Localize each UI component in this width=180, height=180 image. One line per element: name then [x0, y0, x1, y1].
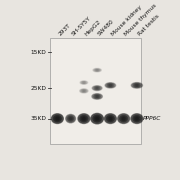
Ellipse shape — [96, 118, 98, 120]
Ellipse shape — [82, 117, 86, 120]
Text: PPP6C: PPP6C — [143, 116, 161, 121]
Ellipse shape — [92, 94, 102, 99]
Ellipse shape — [94, 116, 101, 122]
Ellipse shape — [136, 85, 138, 86]
Ellipse shape — [93, 94, 101, 98]
Ellipse shape — [94, 95, 100, 98]
Ellipse shape — [131, 83, 143, 88]
Ellipse shape — [67, 116, 74, 122]
Ellipse shape — [66, 114, 76, 123]
Ellipse shape — [93, 68, 101, 72]
Text: 293T: 293T — [57, 23, 71, 37]
Ellipse shape — [132, 115, 141, 122]
Ellipse shape — [56, 118, 59, 120]
Ellipse shape — [83, 82, 85, 83]
Ellipse shape — [95, 117, 99, 120]
Text: Mouse kidney: Mouse kidney — [110, 4, 143, 37]
Ellipse shape — [92, 115, 102, 123]
Ellipse shape — [109, 84, 112, 86]
Ellipse shape — [94, 87, 100, 89]
FancyBboxPatch shape — [50, 38, 141, 144]
Ellipse shape — [51, 114, 63, 123]
Ellipse shape — [95, 95, 99, 97]
Ellipse shape — [81, 89, 87, 93]
Ellipse shape — [135, 117, 139, 120]
Text: 35KD: 35KD — [30, 116, 46, 121]
Ellipse shape — [109, 118, 111, 120]
Ellipse shape — [105, 83, 116, 88]
Ellipse shape — [82, 82, 86, 84]
Ellipse shape — [78, 114, 90, 123]
Ellipse shape — [94, 69, 100, 71]
Ellipse shape — [106, 83, 114, 87]
Ellipse shape — [133, 83, 141, 87]
Text: 15KD: 15KD — [30, 50, 46, 55]
Ellipse shape — [82, 90, 86, 92]
Text: HepG2: HepG2 — [84, 19, 102, 37]
Ellipse shape — [107, 84, 113, 87]
Ellipse shape — [96, 96, 98, 97]
Ellipse shape — [53, 115, 62, 122]
Ellipse shape — [82, 90, 85, 92]
Ellipse shape — [119, 115, 128, 122]
Ellipse shape — [91, 113, 103, 124]
Ellipse shape — [83, 118, 85, 120]
Text: 25KD: 25KD — [30, 86, 46, 91]
Ellipse shape — [104, 114, 116, 123]
Ellipse shape — [96, 88, 98, 89]
Ellipse shape — [108, 117, 112, 120]
Ellipse shape — [95, 87, 99, 89]
Ellipse shape — [136, 118, 138, 120]
Text: Mouse thymus: Mouse thymus — [124, 3, 158, 37]
Ellipse shape — [109, 85, 111, 86]
Ellipse shape — [95, 69, 99, 71]
Text: SW480: SW480 — [97, 19, 115, 37]
Ellipse shape — [123, 118, 125, 120]
Text: SH-SY5Y: SH-SY5Y — [71, 16, 92, 37]
Ellipse shape — [80, 81, 88, 84]
Ellipse shape — [106, 115, 115, 122]
Ellipse shape — [80, 89, 88, 93]
Ellipse shape — [134, 116, 140, 121]
Ellipse shape — [120, 116, 127, 121]
Ellipse shape — [81, 81, 87, 84]
Ellipse shape — [83, 82, 85, 83]
Ellipse shape — [79, 115, 88, 122]
Ellipse shape — [81, 116, 87, 121]
Ellipse shape — [92, 86, 102, 91]
Ellipse shape — [122, 117, 126, 120]
Text: Rat testis: Rat testis — [137, 14, 160, 37]
Ellipse shape — [118, 114, 130, 123]
Ellipse shape — [131, 114, 143, 123]
Ellipse shape — [70, 118, 71, 119]
Ellipse shape — [93, 86, 101, 90]
Ellipse shape — [135, 84, 139, 86]
Ellipse shape — [55, 117, 59, 120]
Ellipse shape — [96, 69, 99, 71]
Ellipse shape — [134, 84, 140, 87]
Ellipse shape — [54, 116, 61, 121]
Ellipse shape — [68, 116, 73, 121]
Ellipse shape — [107, 116, 114, 121]
Ellipse shape — [69, 117, 72, 120]
